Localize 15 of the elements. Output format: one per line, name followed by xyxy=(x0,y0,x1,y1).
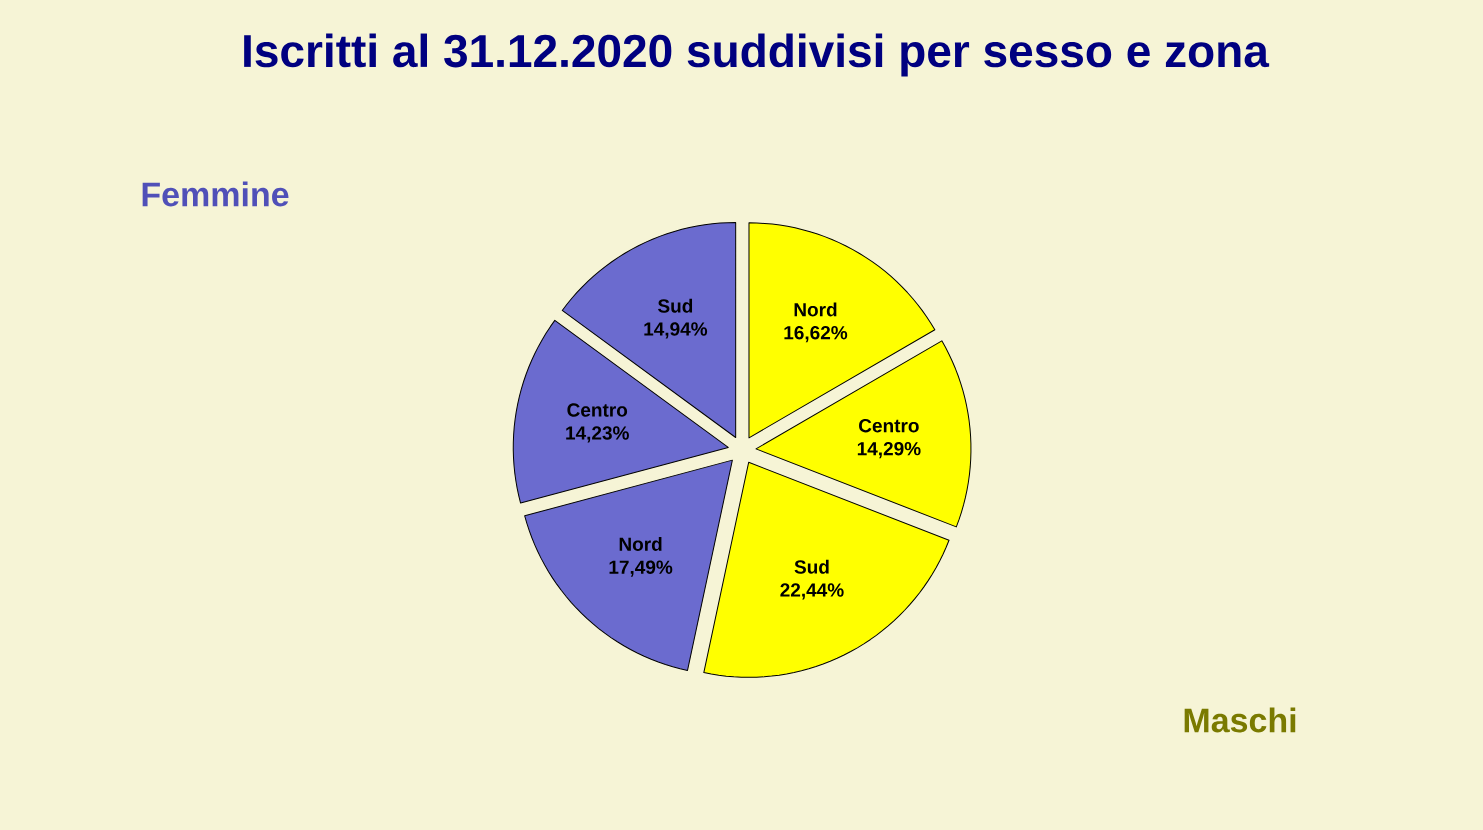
data-label: 22,44% xyxy=(780,583,844,600)
text: Maschi xyxy=(1184,707,1296,733)
slice-label: Centro xyxy=(567,403,628,417)
data-label: 14,94% xyxy=(644,322,708,339)
data-label: 14,29% xyxy=(857,441,921,459)
slice-label: Centro xyxy=(859,418,919,433)
chart-title: Iscritti al 31.12.2020 suddivisi per sesso e zona xyxy=(244,33,1270,77)
text: Femmine xyxy=(142,181,289,207)
slice-label: Sud xyxy=(657,298,693,313)
slice-label: Sud xyxy=(794,559,829,574)
data-label: 16,62% xyxy=(784,325,848,343)
data-label: 17,49% xyxy=(609,560,673,577)
slice-label: Nord xyxy=(794,302,837,317)
data-label: 14,23% xyxy=(566,426,629,443)
slice-label: Nord xyxy=(619,536,662,551)
